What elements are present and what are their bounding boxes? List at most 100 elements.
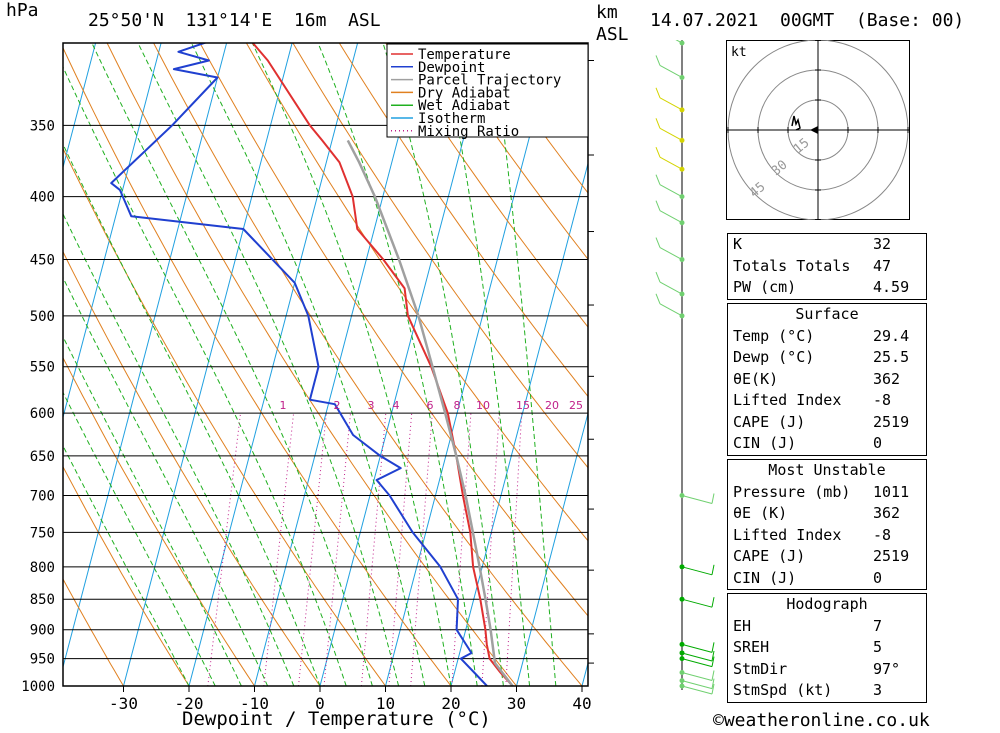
wind-barb-staff bbox=[675, 40, 683, 44]
pressure-tick-label: 600 bbox=[30, 406, 55, 422]
surface-title: Surface bbox=[795, 305, 859, 323]
table-row: Temp (°C) 29.4 bbox=[733, 326, 910, 345]
pressure-tick-label: 850 bbox=[30, 592, 55, 608]
wind-barb bbox=[679, 596, 715, 608]
mixing-ratio-label: 15 bbox=[516, 399, 530, 412]
dry-adiabat-line bbox=[63, 147, 386, 686]
wind-barb bbox=[679, 493, 715, 504]
hodograph-title: Hodograph bbox=[786, 595, 868, 613]
mixing-ratio-label: 20 bbox=[545, 399, 559, 412]
dry-adiabat-line bbox=[245, 43, 588, 542]
wind-barb bbox=[655, 147, 685, 172]
temperature-tick-label: 20 bbox=[441, 694, 460, 713]
dry-adiabat-line bbox=[338, 43, 588, 398]
legend-label: Wet Adiabat bbox=[418, 98, 511, 114]
plot-area bbox=[0, 43, 588, 686]
isotherm-line bbox=[188, 43, 359, 686]
hodograph-table: Hodograph EH 7 SREH 5 StmDir 97° StmSpd (kt… bbox=[727, 593, 927, 703]
mixing-ratio-line bbox=[505, 413, 523, 686]
wind-barb-staff bbox=[681, 566, 713, 576]
wind-barb bbox=[679, 678, 715, 690]
dry-adiabat-line bbox=[292, 43, 588, 469]
wind-barb bbox=[679, 650, 715, 662]
parcel-trajectory-line bbox=[346, 139, 514, 686]
wind-barb-staff bbox=[659, 303, 683, 317]
credit-link[interactable]: ©weatheronline.co.uk bbox=[713, 710, 930, 731]
table-row: K 32 bbox=[733, 235, 892, 253]
wet-adiabat-line bbox=[190, 43, 426, 686]
wind-barb bbox=[655, 174, 685, 200]
dewpoint-line bbox=[110, 43, 488, 686]
wind-barb-staff bbox=[681, 685, 713, 695]
wind-barb-column bbox=[655, 40, 715, 695]
wind-barb-staff bbox=[659, 65, 683, 78]
pressure-tick-label: 1000 bbox=[21, 679, 55, 695]
temperature-tick-label: -20 bbox=[175, 694, 204, 713]
pressure-tick-label: 750 bbox=[30, 525, 55, 541]
wet-adiabat-line bbox=[492, 43, 557, 686]
wind-barb bbox=[655, 200, 685, 226]
mixing-ratio-line bbox=[410, 413, 433, 686]
dry-adiabat-line bbox=[199, 43, 588, 617]
dry-adiabat-line bbox=[63, 46, 452, 686]
temperature-tick-label: 30 bbox=[507, 694, 526, 713]
mixing-ratio-line bbox=[323, 413, 351, 686]
mixing-ratio-line bbox=[360, 413, 387, 686]
x-axis-label: Dewpoint / Temperature (°C) bbox=[182, 708, 491, 730]
table-row: StmSpd (kt) 3 bbox=[733, 681, 883, 699]
wind-barb-flag bbox=[711, 597, 715, 608]
surface-table: Surface Temp (°C) 29.4 Dewp (°C) 25.5 θE(K… bbox=[727, 303, 927, 456]
mixing-ratio-line bbox=[388, 413, 413, 686]
wet-adiabat-line bbox=[441, 43, 531, 686]
wind-barb bbox=[679, 656, 715, 668]
most-unstable-table: Most Unstable Pressure (mb) 1011 θE (K) 36… bbox=[727, 459, 927, 590]
wind-barb-flag bbox=[655, 147, 661, 158]
wet-adiabat-line bbox=[63, 212, 295, 686]
wind-barb-flag bbox=[711, 650, 715, 662]
wind-barb-flag bbox=[655, 55, 661, 66]
dry-adiabat-line bbox=[63, 250, 321, 686]
mixing-ratio-label: 25 bbox=[569, 399, 583, 412]
table-row: θE(K) 362 bbox=[733, 369, 901, 388]
most-unstable-title: Most Unstable bbox=[768, 461, 886, 479]
dry-adiabat-line bbox=[63, 356, 255, 686]
mixing-ratio-label: 10 bbox=[476, 399, 490, 412]
pressure-tick-label: 950 bbox=[30, 652, 55, 668]
wind-barb-flag bbox=[711, 493, 715, 504]
table-row: Lifted Index -8 bbox=[733, 391, 892, 409]
pressure-unit-label: hPa bbox=[6, 0, 39, 21]
wind-barb bbox=[679, 641, 715, 653]
wind-barb-staff bbox=[659, 127, 683, 141]
wind-barb-staff bbox=[659, 247, 683, 260]
table-row: PW (cm) 4.59 bbox=[733, 278, 910, 296]
wind-barb-staff bbox=[681, 671, 713, 681]
wind-barb bbox=[655, 55, 685, 80]
isotherm-line bbox=[63, 43, 162, 420]
wind-barb-staff bbox=[681, 643, 713, 653]
table-row: Dewp (°C) 25.5 bbox=[733, 348, 910, 366]
wind-barb-staff bbox=[681, 495, 713, 504]
dry-adiabat-line bbox=[431, 43, 588, 261]
wind-barb bbox=[679, 683, 715, 695]
pressure-tick-label: 900 bbox=[30, 623, 55, 639]
table-row: SREH 5 bbox=[733, 638, 883, 656]
wind-barb-flag bbox=[711, 683, 715, 695]
wind-barb bbox=[655, 271, 685, 297]
mixing-ratio-line bbox=[263, 413, 295, 686]
table-row: StmDir 97° bbox=[733, 659, 901, 678]
mixing-ratio-line bbox=[207, 413, 241, 686]
wind-barb bbox=[679, 669, 715, 681]
isotherm-line bbox=[0, 43, 30, 686]
legend-box bbox=[386, 43, 589, 138]
storm-motion-marker bbox=[810, 126, 818, 134]
mixing-ratio-label: 8 bbox=[454, 399, 461, 412]
temperature-tick-label: -30 bbox=[109, 694, 138, 713]
pressure-tick-label: 650 bbox=[30, 449, 55, 465]
wind-barb bbox=[655, 293, 685, 319]
wind-barb-flag bbox=[711, 656, 715, 667]
table-row: CAPE (J) 2519 bbox=[733, 547, 910, 565]
wind-barb-flag bbox=[655, 118, 661, 129]
wind-barb-flag bbox=[655, 271, 661, 283]
isotherm-line bbox=[516, 411, 588, 686]
